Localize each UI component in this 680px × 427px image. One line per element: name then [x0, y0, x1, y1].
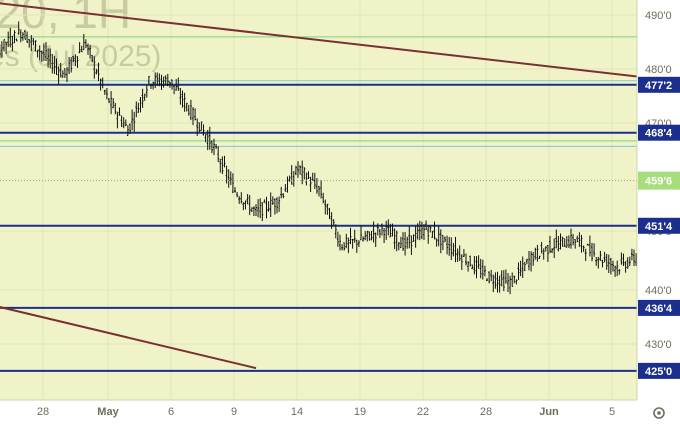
- current-price-label-bg: [638, 171, 680, 190]
- level-label: 477'2: [645, 80, 672, 92]
- time-tick-label: 14: [291, 406, 303, 418]
- level-label-bg: [638, 76, 680, 93]
- level-label: 425'0: [645, 366, 672, 378]
- trendline: [0, 306, 257, 370]
- watermark-contract: es (Jul 2025): [0, 40, 161, 73]
- level-labels: 477'2 468'4 451'4 436'4 425'0: [638, 76, 680, 379]
- time-tick-label: 6: [168, 406, 174, 418]
- time-tick-label: 5: [609, 406, 615, 418]
- level-lines: [0, 83, 637, 372]
- gear-icon-hub: [657, 411, 661, 415]
- level-label: 436'4: [645, 303, 673, 315]
- trendlines: [0, 2, 680, 370]
- level-label: 451'4: [645, 221, 673, 233]
- grid: [0, 0, 637, 400]
- time-tick-label: 19: [354, 406, 366, 418]
- time-tick-label: 22: [417, 406, 429, 418]
- price-tick-label: 440'0: [645, 285, 672, 297]
- trendline: [0, 2, 680, 83]
- green-levels: [0, 36, 637, 142]
- time-tick-label: 28: [37, 406, 49, 418]
- level-label-bg: [638, 362, 680, 379]
- time-tick-label: 28: [480, 406, 492, 418]
- settings-button[interactable]: [653, 407, 665, 419]
- price-axis[interactable]: [637, 0, 680, 400]
- time-tick-label: 9: [231, 406, 237, 418]
- price-tick-label: 480'0: [645, 64, 672, 76]
- minor-levels: [0, 80, 637, 147]
- current-price-label-text: 459'6: [645, 176, 672, 188]
- current-price-label: 459'6: [638, 171, 680, 190]
- level-label-bg: [638, 217, 680, 234]
- time-tick-label: Jun: [539, 406, 559, 418]
- price-tick-label: 430'0: [645, 339, 672, 351]
- gear-icon: [653, 407, 665, 419]
- level-label-bg: [638, 299, 680, 316]
- time-axis[interactable]: [0, 400, 680, 427]
- price-tick-label: 490'0: [645, 10, 672, 22]
- time-tick-label: May: [97, 406, 119, 418]
- time-axis-ticks: 28 May 6 9 14 19 22 28 Jun 5: [37, 406, 615, 418]
- level-label: 468'4: [645, 128, 673, 140]
- level-label-bg: [638, 124, 680, 141]
